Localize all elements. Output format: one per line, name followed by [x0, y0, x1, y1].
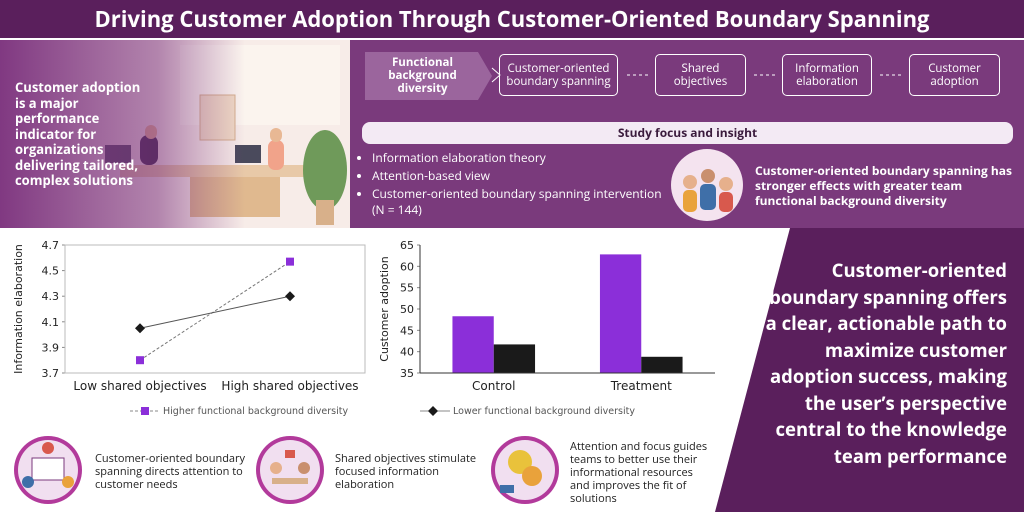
marker [285, 291, 295, 302]
legend-label: Higher functional background diversity [163, 406, 348, 417]
x-tick-label: High shared objectives [221, 379, 358, 393]
flow-step: Customer adoption [909, 54, 1000, 96]
bar [493, 344, 536, 373]
flow-step: Functional background diversity [388, 54, 457, 96]
flow-step: Shared objectives [655, 54, 746, 96]
y-tick-label: 45 [400, 324, 414, 337]
mechanism: Customer-oriented boundary spanning dire… [95, 451, 246, 492]
mechanism: Shared objectives stimulate focused info… [335, 451, 477, 492]
y-tick-label: 3.9 [42, 341, 60, 354]
marker [135, 323, 145, 334]
bar [452, 316, 494, 373]
title: Driving Customer Adoption Through Custom… [94, 4, 930, 34]
y-tick-label: 3.7 [42, 367, 60, 380]
y-tick-label: 4.5 [42, 265, 60, 278]
header-band [0, 0, 1024, 38]
bar [641, 356, 683, 373]
series-line [139, 295, 291, 329]
bullet: Customer-oriented boundary spanning inte… [372, 186, 662, 218]
y-tick-label: 40 [400, 346, 414, 359]
mechanism-icons [14, 436, 559, 504]
legend-label: Lower functional background diversity [453, 406, 635, 417]
series-line [139, 261, 291, 361]
y-tick-label: 55 [400, 282, 414, 295]
y-tick-label: 60 [400, 260, 414, 273]
study-heading-bar [362, 122, 1013, 144]
y-tick-label: 50 [400, 303, 414, 316]
intro-overlay [0, 40, 350, 228]
flow-step: Customer-oriented boundary spanning [499, 54, 618, 96]
x-tick-label: Low shared objectives [73, 379, 206, 393]
plot-frame [64, 244, 366, 374]
x-tick-label: Control [472, 379, 515, 393]
x-tick-label: Treatment [610, 379, 672, 393]
flow-step: Information elaboration [782, 54, 872, 96]
y-tick-label: 4.7 [42, 239, 60, 252]
bar [599, 254, 642, 373]
intro-text: Customer adoption is a major performance… [15, 78, 141, 189]
y-axis-label: Information elaboration [12, 244, 25, 374]
flow-arrowhead [491, 67, 501, 83]
mechanism: Attention and focus guides teams to bett… [570, 439, 708, 506]
y-axis-label: Customer adoption [378, 256, 391, 361]
study-heading: Study focus and insight [617, 124, 758, 141]
conclusion: Customer-oriented boundary spanning offe… [765, 258, 1007, 469]
bullet: Attention-based view [372, 168, 662, 184]
y-tick-label: 4.3 [42, 290, 60, 303]
bullet: Information elaboration theory [372, 150, 662, 166]
y-tick-label: 65 [400, 239, 414, 252]
marker [136, 356, 144, 365]
marker [286, 257, 294, 266]
legend-marker [428, 406, 438, 416]
conclusion-panel [715, 228, 1024, 512]
y-tick-label: 4.1 [42, 316, 60, 329]
legend-marker [141, 407, 149, 415]
y-tick-label: 35 [400, 367, 414, 380]
study-bullets: Information elaboration theory Attention… [362, 150, 662, 218]
insight: Customer-oriented boundary spanning has … [755, 162, 1013, 209]
flow-chevron [365, 52, 492, 100]
